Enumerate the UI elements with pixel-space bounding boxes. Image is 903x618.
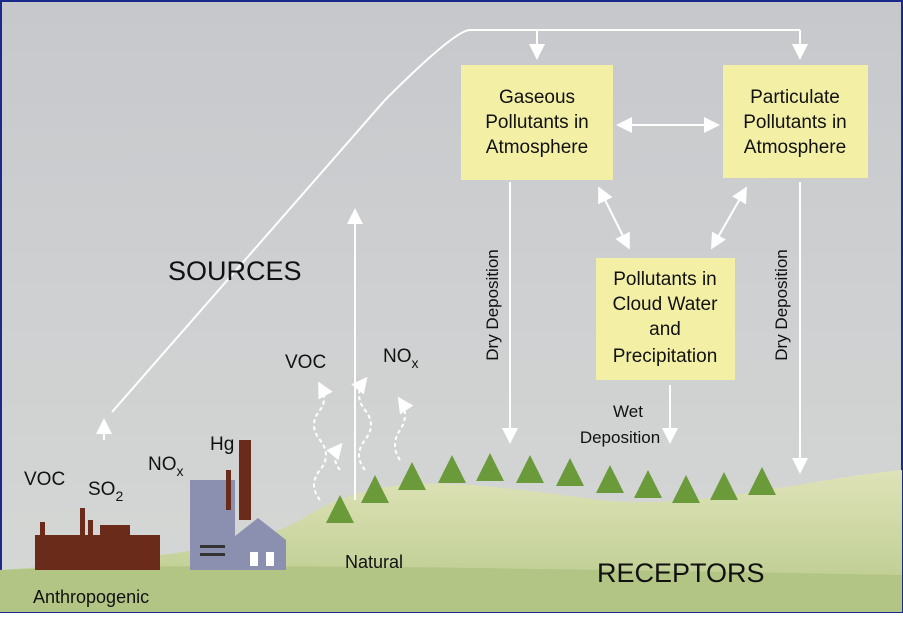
box-text: Precipitation (613, 346, 718, 367)
natural-emission-plumes (313, 376, 414, 501)
wet-deposition-label: Deposition (580, 428, 660, 447)
sources-label: SOURCES (168, 256, 302, 286)
dry-deposition-label: Dry Deposition (483, 249, 502, 361)
emission-text: SO (88, 479, 115, 500)
power-plant (190, 440, 286, 570)
emission-label: NOx (383, 346, 419, 371)
receptors-label: RECEPTORS (597, 558, 765, 588)
emission-text: NO (148, 454, 177, 475)
box-text: Atmosphere (486, 137, 588, 158)
emission-label: VOC (285, 352, 326, 373)
emission-label: VOC (24, 469, 65, 490)
anthropogenic-label: Anthropogenic (33, 587, 149, 607)
dry-deposition-label: Dry Deposition (772, 249, 791, 361)
box-text: Pollutants in (485, 112, 589, 133)
box-text: Atmosphere (744, 137, 846, 158)
box-text: and (649, 319, 681, 340)
trees (326, 453, 776, 523)
emission-label: SO2 (88, 479, 123, 504)
wet-deposition-label: Wet (613, 402, 643, 421)
emission-text: Hg (210, 434, 234, 455)
emission-text: VOC (24, 469, 65, 490)
box-cloud: Pollutants in Cloud Water and Precipitat… (596, 258, 735, 380)
emission-subscript: 2 (115, 488, 123, 504)
natural-label: Natural (345, 552, 403, 572)
emission-subscript: x (412, 355, 419, 371)
arrows (96, 29, 808, 500)
emission-text: NO (383, 346, 412, 367)
box-particulate: Particulate Pollutants in Atmosphere (723, 65, 868, 178)
factory (35, 508, 160, 570)
emission-text: VOC (285, 352, 326, 373)
box-text: Pollutants in (613, 269, 717, 290)
box-text: Gaseous (499, 87, 575, 108)
box-text: Particulate (750, 87, 840, 108)
emission-label: NOx (148, 454, 184, 479)
emission-subscript: x (177, 463, 184, 479)
box-text: Pollutants in (743, 112, 847, 133)
box-text: Cloud Water (613, 294, 719, 315)
ground (0, 566, 902, 612)
emission-label: Hg (210, 434, 234, 455)
box-gaseous: Gaseous Pollutants in Atmosphere (461, 65, 613, 180)
